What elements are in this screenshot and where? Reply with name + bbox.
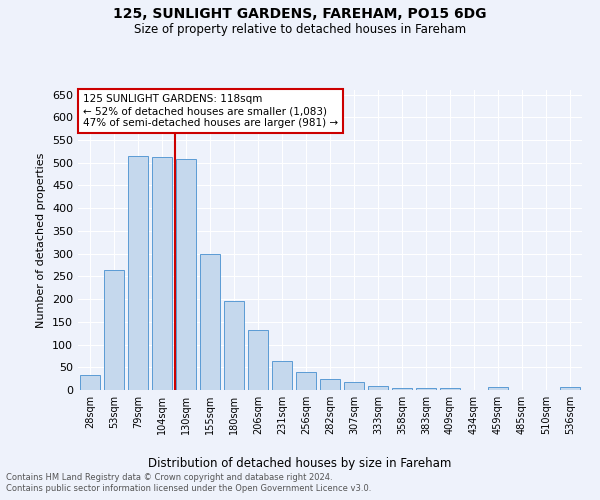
Text: Size of property relative to detached houses in Fareham: Size of property relative to detached ho… xyxy=(134,22,466,36)
Text: 125, SUNLIGHT GARDENS, FAREHAM, PO15 6DG: 125, SUNLIGHT GARDENS, FAREHAM, PO15 6DG xyxy=(113,8,487,22)
Bar xyxy=(200,254,220,390)
Text: Contains HM Land Registry data © Crown copyright and database right 2024.: Contains HM Land Registry data © Crown c… xyxy=(6,472,332,482)
Bar xyxy=(368,386,388,390)
Bar xyxy=(440,388,460,390)
Bar xyxy=(176,159,196,390)
Bar xyxy=(80,375,100,390)
Y-axis label: Number of detached properties: Number of detached properties xyxy=(37,152,46,328)
Text: 125 SUNLIGHT GARDENS: 118sqm
← 52% of detached houses are smaller (1,083)
47% of: 125 SUNLIGHT GARDENS: 118sqm ← 52% of de… xyxy=(83,94,338,128)
Text: Distribution of detached houses by size in Fareham: Distribution of detached houses by size … xyxy=(148,458,452,470)
Bar xyxy=(248,330,268,390)
Bar xyxy=(560,388,580,390)
Bar xyxy=(416,388,436,390)
Bar xyxy=(296,372,316,390)
Bar xyxy=(488,388,508,390)
Bar xyxy=(104,270,124,390)
Bar xyxy=(392,388,412,390)
Bar xyxy=(152,158,172,390)
Bar xyxy=(128,156,148,390)
Text: Contains public sector information licensed under the Open Government Licence v3: Contains public sector information licen… xyxy=(6,484,371,493)
Bar xyxy=(272,361,292,390)
Bar xyxy=(320,379,340,390)
Bar xyxy=(224,301,244,390)
Bar xyxy=(344,382,364,390)
